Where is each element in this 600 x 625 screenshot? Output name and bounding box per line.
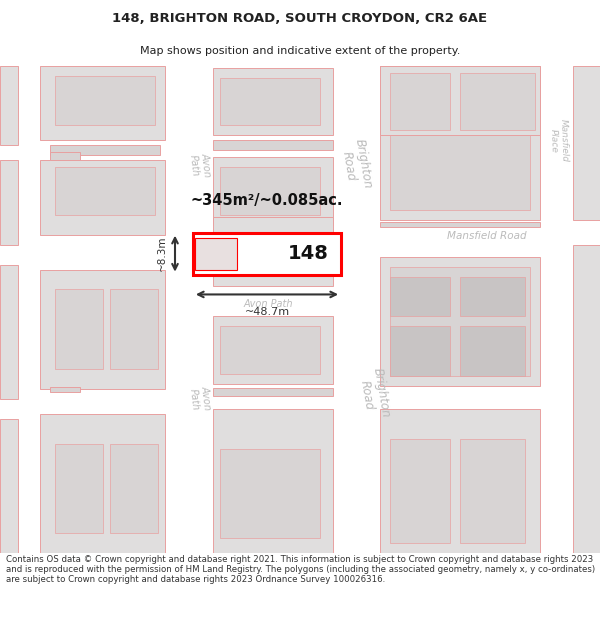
Bar [0, 419, 18, 553]
Bar [380, 222, 540, 227]
Text: 148: 148 [288, 244, 329, 263]
Bar [380, 66, 540, 135]
Bar [195, 238, 237, 269]
Bar [0, 160, 18, 245]
Bar [220, 449, 320, 538]
Polygon shape [18, 66, 48, 553]
Bar [390, 267, 530, 376]
Bar [40, 160, 165, 235]
Text: Mansfield
Place: Mansfield Place [548, 118, 569, 162]
Bar [460, 276, 525, 316]
Bar [213, 140, 333, 150]
Bar [220, 167, 320, 215]
Bar [460, 439, 525, 543]
Text: 148, BRIGHTON ROAD, SOUTH CROYDON, CR2 6AE: 148, BRIGHTON ROAD, SOUTH CROYDON, CR2 6… [112, 12, 488, 25]
Bar [380, 257, 540, 386]
Text: ~345m²/~0.085ac.: ~345m²/~0.085ac. [191, 193, 343, 208]
Bar [110, 289, 158, 369]
Bar [55, 167, 155, 215]
Polygon shape [375, 225, 600, 247]
Bar [213, 409, 333, 553]
Bar [40, 414, 165, 553]
Bar [50, 145, 160, 155]
Bar [0, 264, 18, 399]
Bar [390, 276, 450, 316]
Bar [0, 66, 18, 145]
Bar [55, 76, 155, 126]
Bar [380, 66, 540, 220]
Text: ~48.7m: ~48.7m [244, 308, 290, 318]
Text: Brighton
Road: Brighton Road [338, 138, 374, 192]
Bar [213, 388, 333, 396]
Bar [213, 229, 333, 239]
Polygon shape [338, 66, 410, 553]
Bar [213, 157, 333, 225]
Bar [55, 444, 103, 533]
Bar [573, 66, 600, 220]
Text: Mansfield Road: Mansfield Road [447, 231, 527, 241]
Bar [213, 217, 333, 286]
Text: Brighton
Road: Brighton Road [356, 367, 392, 421]
Bar [460, 326, 525, 376]
Bar [193, 232, 341, 274]
Bar [573, 245, 600, 553]
Bar [390, 326, 450, 376]
Text: Contains OS data © Crown copyright and database right 2021. This information is : Contains OS data © Crown copyright and d… [6, 554, 595, 584]
Bar [110, 444, 158, 533]
Polygon shape [168, 245, 210, 553]
Bar [390, 72, 450, 130]
Polygon shape [168, 66, 210, 245]
Bar [220, 326, 320, 374]
Polygon shape [193, 292, 340, 316]
Bar [50, 387, 80, 392]
Bar [380, 409, 540, 553]
Bar [40, 269, 165, 389]
Bar [390, 76, 530, 210]
Bar [40, 66, 165, 140]
Text: Avon
Path: Avon Path [188, 386, 212, 412]
Bar [390, 439, 450, 543]
Bar [213, 316, 333, 384]
Text: ~8.3m: ~8.3m [157, 236, 167, 271]
Bar [220, 78, 320, 126]
Text: Avon
Path: Avon Path [188, 152, 212, 179]
Text: Map shows position and indicative extent of the property.: Map shows position and indicative extent… [140, 46, 460, 56]
Text: Avon Path: Avon Path [243, 299, 293, 309]
Bar [213, 68, 333, 135]
Polygon shape [545, 66, 572, 245]
Polygon shape [193, 185, 342, 209]
Bar [50, 152, 80, 160]
Bar [55, 289, 103, 369]
Bar [460, 72, 535, 130]
